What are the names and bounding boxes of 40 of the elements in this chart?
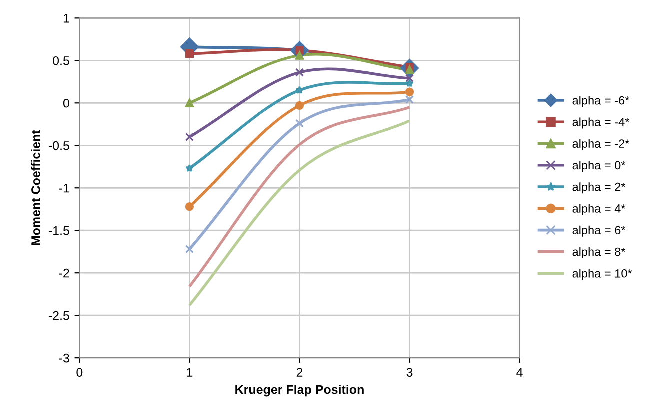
point <box>185 244 194 254</box>
y-tick-label: -2.5 <box>48 311 70 320</box>
legend-label: alpha = 4* <box>572 204 626 216</box>
legend-label: alpha = 0* <box>572 160 626 172</box>
y-tick-label: 1 <box>64 14 70 23</box>
legend-label: alpha = -4* <box>572 118 630 129</box>
point <box>295 119 304 128</box>
point <box>185 202 194 212</box>
point <box>295 68 304 77</box>
x-tick-label: 2 <box>296 368 303 377</box>
legend-label: alpha = 8* <box>572 248 626 259</box>
point <box>295 101 304 110</box>
point <box>185 50 194 58</box>
point <box>186 164 194 172</box>
y-tick-label: -1 <box>59 184 70 193</box>
legend-label: alpha = 6* <box>572 226 626 237</box>
x-tick-label: 3 <box>406 368 413 377</box>
x-tick-label: 4 <box>516 368 523 377</box>
point <box>295 51 304 60</box>
point <box>405 88 414 96</box>
y-tick-label: -2 <box>59 268 70 278</box>
y-tick-label: 0 <box>63 98 70 108</box>
x-tick-label: 0 <box>76 368 83 377</box>
y-axis-title: Moment Coefficient <box>31 130 40 246</box>
y-tick-label: -1.5 <box>48 226 70 236</box>
x-tick-label: 1 <box>187 368 193 377</box>
legend-label: alpha = 10* <box>572 269 632 280</box>
legend-label: alpha = -6* <box>572 96 630 108</box>
x-axis-title: Krueger Flap Position <box>236 385 364 397</box>
y-tick-label: -0.5 <box>48 141 70 150</box>
point <box>406 79 414 88</box>
y-tick-label: 0.5 <box>53 56 70 66</box>
point <box>185 98 194 108</box>
point <box>405 74 414 83</box>
legend-label: alpha = 2* <box>572 182 626 194</box>
point <box>405 95 414 104</box>
y-tick-label: -3 <box>59 354 70 363</box>
legend-label: alpha = -2* <box>572 139 630 150</box>
point <box>185 132 194 142</box>
point <box>296 86 304 94</box>
